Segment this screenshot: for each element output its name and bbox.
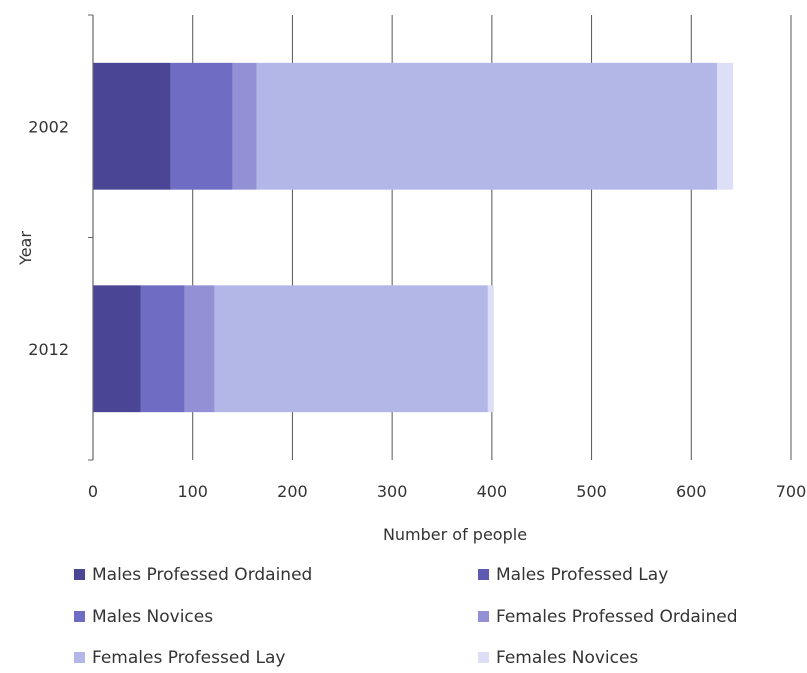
legend-swatch	[478, 611, 489, 622]
legend-item: Females Professed Ordained	[478, 607, 738, 627]
x-tick-label: 0	[88, 482, 98, 501]
legend-label: Males Novices	[92, 607, 213, 627]
y-tick-label: 2002	[28, 117, 69, 136]
bar-segment	[140, 285, 185, 413]
bar-segment	[487, 285, 494, 413]
legend-label: Males Professed Ordained	[92, 565, 312, 585]
legend: Males Professed Ordained Males Professed …	[74, 565, 738, 668]
x-tick-label: 700	[776, 482, 807, 501]
x-tick-label: 600	[676, 482, 707, 501]
legend-item: Females Professed Lay	[74, 648, 285, 668]
legend-swatch	[478, 569, 489, 580]
axes	[88, 14, 94, 461]
legend-label: Females Novices	[496, 648, 638, 668]
y-tick-labels: 2002 2012	[28, 117, 69, 359]
bar-segment	[184, 285, 215, 413]
x-tick-label: 400	[477, 482, 508, 501]
legend-item: Males Professed Lay	[478, 565, 668, 585]
legend-swatch	[74, 652, 85, 663]
bar-segment	[170, 62, 233, 190]
legend-item: Females Novices	[478, 648, 638, 668]
legend-swatch	[478, 652, 489, 663]
legend-item: Males Professed Ordained	[74, 565, 312, 585]
x-axis-title: Number of people	[383, 525, 527, 544]
x-tick-labels: 0 100 200 300 400 500 600 700	[88, 482, 806, 501]
legend-item: Males Novices	[74, 607, 213, 627]
bar-segment	[93, 62, 171, 190]
bar-segment	[214, 285, 488, 413]
y-axis-title: Year	[16, 231, 35, 266]
bar-segment	[256, 62, 718, 190]
bar-segment	[93, 285, 141, 413]
legend-swatch	[74, 569, 85, 580]
bar-segment	[232, 62, 257, 190]
y-tick-label: 2012	[28, 340, 69, 359]
legend-label: Males Professed Lay	[496, 565, 668, 585]
legend-label: Females Professed Lay	[92, 648, 285, 668]
x-tick-label: 500	[576, 482, 607, 501]
x-tick-label: 300	[377, 482, 408, 501]
legend-label: Females Professed Ordained	[496, 607, 738, 627]
x-tick-label: 200	[277, 482, 308, 501]
bar-segment	[717, 62, 734, 190]
bars	[93, 62, 734, 413]
legend-swatch	[74, 611, 85, 622]
x-tick-label: 100	[177, 482, 208, 501]
